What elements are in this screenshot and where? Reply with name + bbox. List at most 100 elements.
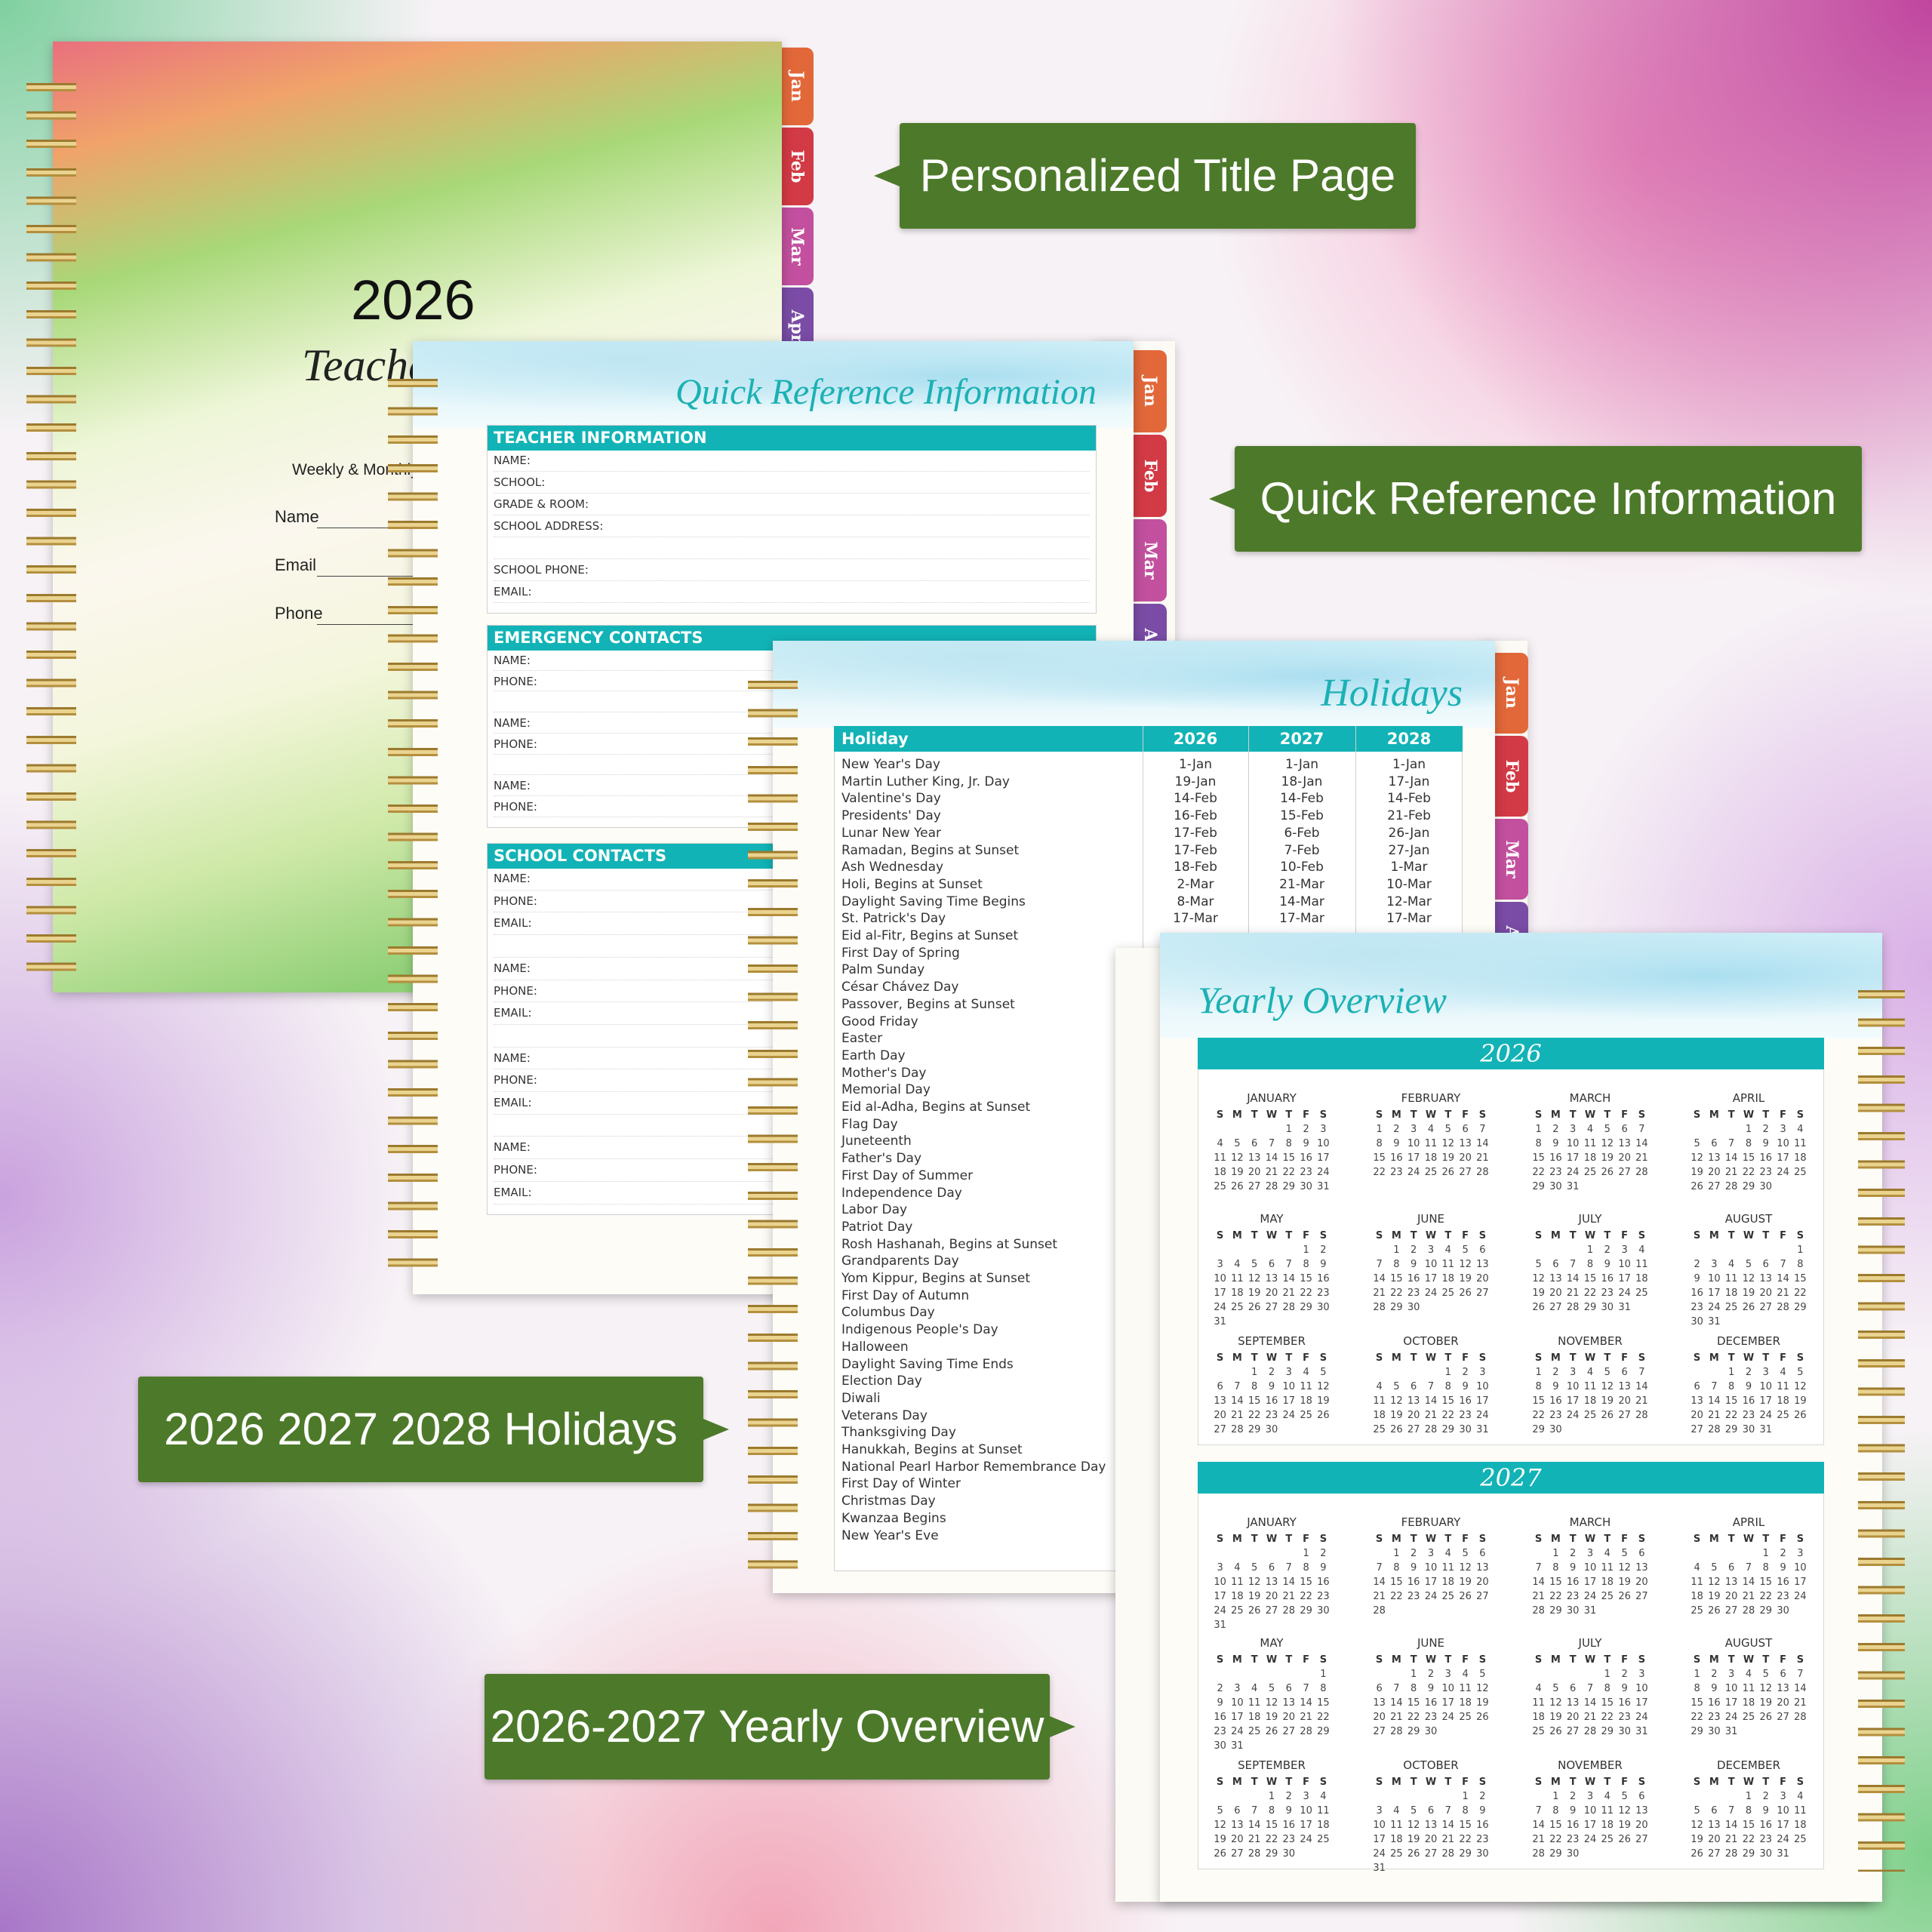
day-number: 29 [1724, 1424, 1738, 1435]
day-number: 31 [1583, 1605, 1597, 1617]
month-tab: Mar [1134, 519, 1167, 601]
day-number: 24 [1566, 1167, 1580, 1178]
day-number: 26 [1476, 1712, 1489, 1723]
weekday: S [1693, 1230, 1701, 1241]
day-number: 11 [1317, 1805, 1330, 1817]
day-number: 17 [1424, 1273, 1438, 1284]
day-number: 16 [1407, 1273, 1420, 1284]
day-number: 23 [1317, 1591, 1330, 1602]
day-number: 20 [1265, 1591, 1278, 1602]
day-number: 25 [1794, 1834, 1807, 1845]
day-number: 17 [1724, 1697, 1738, 1709]
day-number: 29 [1459, 1848, 1472, 1860]
field-label: PHONE: [494, 1163, 537, 1177]
day-number: 13 [1476, 1562, 1489, 1574]
day-number: 6 [1762, 1259, 1769, 1270]
day-number: 2 [1479, 1791, 1486, 1802]
month-name: AUGUST [1724, 1636, 1773, 1650]
day-number: 26 [1618, 1591, 1631, 1602]
day-number: 5 [1234, 1138, 1241, 1149]
day-number: 14 [1424, 1395, 1438, 1407]
tab-label: Feb [1502, 759, 1521, 793]
watercolor-header [413, 341, 1134, 428]
day-number: 12 [1618, 1562, 1631, 1574]
weekday: F [1621, 1777, 1629, 1788]
day-number: 4 [1234, 1259, 1241, 1270]
day-number: 1 [1762, 1548, 1769, 1559]
weekday: T [1410, 1777, 1417, 1788]
holiday-name: National Pearl Harbor Remembrance Day [841, 1459, 1106, 1475]
day-number: 30 [1759, 1848, 1773, 1860]
holiday-date: 10-Mar [1386, 876, 1432, 892]
weekday: F [1303, 1654, 1310, 1666]
day-number: 30 [1407, 1302, 1420, 1313]
weekday: F [1621, 1109, 1629, 1121]
day-number: 12 [1317, 1381, 1330, 1392]
day-number: 13 [1265, 1273, 1278, 1284]
callout-pointer [874, 165, 900, 186]
day-number: 17 [1583, 1820, 1597, 1831]
day-number: 8 [1604, 1683, 1611, 1694]
field-label: EMAIL: [494, 1006, 532, 1020]
weekday: W [1743, 1230, 1755, 1241]
day-number: 25 [1601, 1834, 1614, 1845]
day-number: 10 [1476, 1381, 1489, 1392]
day-number: 10 [1794, 1562, 1807, 1574]
day-number: 6 [1462, 1124, 1469, 1135]
weekday: S [1534, 1352, 1543, 1364]
day-number: 25 [1390, 1848, 1403, 1860]
yearly-overview-page: Yearly Overview 2026 JANUARY S M T W T F S 1 2 3 4 5 6 7… [1160, 933, 1882, 1902]
day-number: 2 [1320, 1548, 1327, 1559]
weekday: T [1727, 1109, 1735, 1121]
day-number: 12 [1214, 1820, 1226, 1831]
weekday: S [1375, 1352, 1383, 1364]
weekday: M [1232, 1352, 1242, 1364]
day-number: 20 [1618, 1152, 1631, 1164]
weekday: S [1216, 1352, 1224, 1364]
day-number: 17 [1476, 1395, 1489, 1407]
day-number: 25 [1214, 1181, 1226, 1192]
month-name: JULY [1578, 1212, 1602, 1226]
day-number: 20 [1708, 1834, 1721, 1845]
day-number: 13 [1373, 1697, 1386, 1709]
callout-text: Quick Reference Information [1260, 473, 1837, 524]
day-number: 11 [1794, 1138, 1807, 1149]
day-number: 9 [1552, 1138, 1559, 1149]
day-number: 14 [1300, 1697, 1312, 1709]
day-number: 27 [1708, 1848, 1721, 1860]
day-number: 4 [1444, 1548, 1451, 1559]
day-number: 29 [1441, 1424, 1455, 1435]
day-number: 24 [1424, 1591, 1438, 1602]
weekday: S [1534, 1777, 1543, 1788]
day-number: 24 [1317, 1167, 1330, 1178]
day-number: 2 [1393, 1124, 1400, 1135]
day-number: 11 [1214, 1152, 1226, 1164]
weekday: S [1638, 1534, 1646, 1545]
day-number: 20 [1373, 1712, 1386, 1723]
day-number: 26 [1708, 1605, 1721, 1617]
column-header: 2027 [1279, 730, 1324, 748]
holiday-date: 26-Jan [1388, 825, 1430, 841]
weekday: S [1796, 1777, 1804, 1788]
year-bar: 2027 [1198, 1462, 1824, 1494]
day-number: 23 [1265, 1410, 1278, 1421]
day-number: 30 [1708, 1726, 1721, 1737]
day-number: 27 [1282, 1726, 1296, 1737]
weekday: S [1638, 1109, 1646, 1121]
day-number: 28 [1476, 1167, 1489, 1178]
day-number: 19 [1601, 1395, 1614, 1407]
day-number: 28 [1441, 1848, 1455, 1860]
holiday-date: 15-Feb [1280, 808, 1324, 824]
holiday-date: 7-Feb [1284, 842, 1320, 858]
weekday: M [1709, 1777, 1719, 1788]
day-number: 29 [1549, 1605, 1562, 1617]
day-number: 26 [1549, 1726, 1562, 1737]
day-number: 1 [1303, 1244, 1309, 1256]
day-number: 5 [1535, 1259, 1542, 1270]
day-number: 1 [1393, 1244, 1400, 1256]
day-number: 31 [1231, 1740, 1244, 1752]
day-number: 17 [1282, 1395, 1296, 1407]
holiday-date: 1-Mar [1390, 860, 1428, 875]
day-number: 12 [1265, 1697, 1278, 1709]
